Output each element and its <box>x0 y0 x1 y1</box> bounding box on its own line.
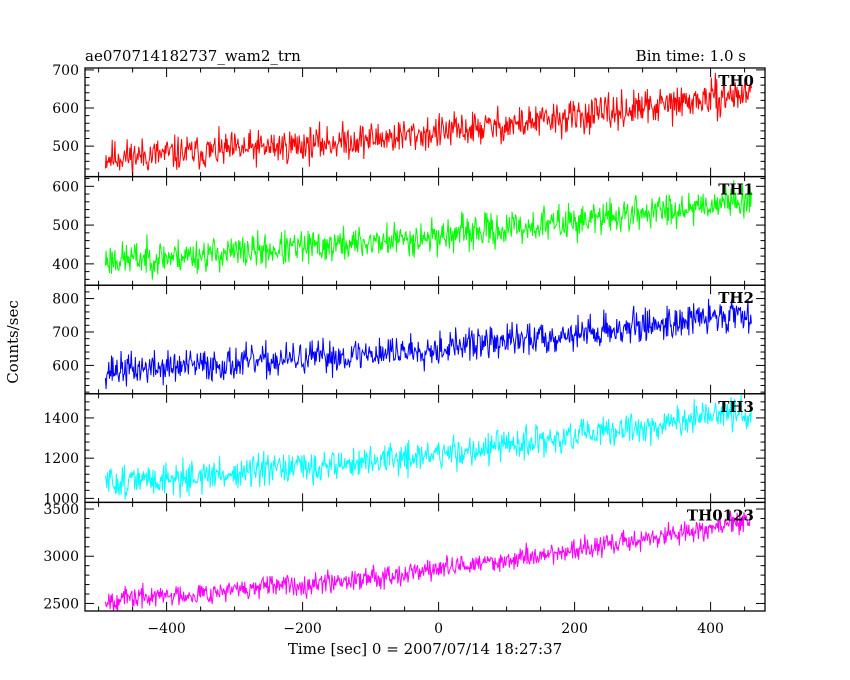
panel-frame <box>84 175 766 286</box>
x-tick-label: 400 <box>697 621 724 637</box>
chart-title: ae070714182737_wam2_trn <box>85 47 301 65</box>
y-tick-label: 1400 <box>43 411 79 427</box>
y-tick-label: 600 <box>52 358 79 374</box>
y-axis-label: Counts/sec <box>4 300 22 384</box>
x-tick-label: 200 <box>561 621 588 637</box>
x-tick-label: −400 <box>147 621 185 637</box>
panel-th0123: 2500 3000 3500 TH0123 <box>43 501 766 612</box>
panel-frame <box>84 284 766 395</box>
panel-frame <box>84 67 766 178</box>
y-tick-label: 400 <box>52 257 79 273</box>
panel-label-th0123: TH0123 <box>687 506 754 524</box>
panel-th1: 400 500 600 TH1 <box>52 175 766 286</box>
y-tick-label: 700 <box>52 325 79 341</box>
panel-label-th1: TH1 <box>718 181 754 199</box>
y-tick-label: 1200 <box>43 451 79 467</box>
y-tick-label: 500 <box>52 139 79 155</box>
y-tick-label: 600 <box>52 179 79 195</box>
panel-th2: 600 700 800 TH2 <box>52 284 766 395</box>
panel-th0: 500 600 700 TH0 <box>52 63 766 178</box>
y-tick-label: 3500 <box>43 502 79 518</box>
x-axis-label: Time [sec] 0 = 2007/07/14 18:27:37 <box>288 640 562 658</box>
y-tick-label: 3000 <box>43 549 79 565</box>
y-tick-label: 700 <box>52 63 79 79</box>
y-tick-label: 600 <box>52 101 79 117</box>
panel-label-th0: TH0 <box>718 72 754 90</box>
y-tick-label: 800 <box>52 292 79 308</box>
x-tick-label: −200 <box>283 621 321 637</box>
chart-subtitle: Bin time: 1.0 s <box>636 47 746 65</box>
y-tick-label: 1000 <box>43 491 79 507</box>
series-line-th0123 <box>104 509 752 611</box>
series-line-th2 <box>104 298 752 390</box>
panel-label-th2: TH2 <box>718 289 754 307</box>
panel-th3: 1000 1200 1400 TH3 <box>43 393 766 507</box>
x-tick-label: 0 <box>434 621 443 637</box>
series-line-th1 <box>104 180 752 280</box>
series-line-th0 <box>104 72 752 177</box>
y-tick-label: 2500 <box>43 596 79 612</box>
panels-group: 500 600 700 TH0 400 500 600 TH1 600 700 800 TH2 1000… <box>43 63 766 637</box>
y-tick-label: 500 <box>52 218 79 234</box>
panel-frame <box>84 501 766 612</box>
panel-label-th3: TH3 <box>718 398 754 416</box>
series-line-th3 <box>104 395 752 500</box>
